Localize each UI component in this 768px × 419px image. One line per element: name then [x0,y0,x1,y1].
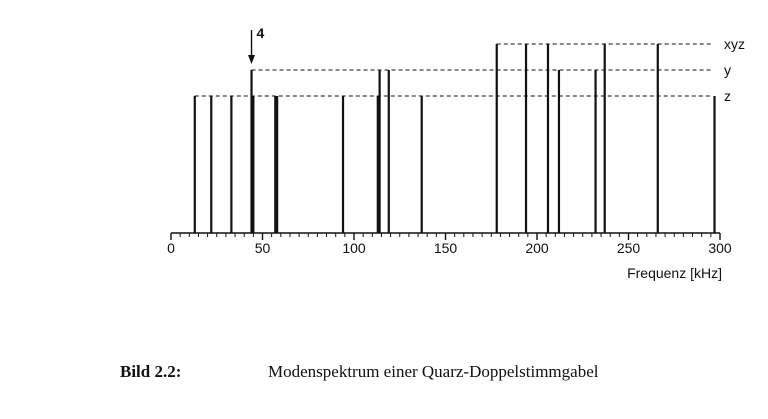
level-label-z: z [724,88,731,104]
spectrum-lines [193,44,716,233]
caption-text: Modenspektrum einer Quarz-Doppelstimmgab… [268,362,599,381]
caption-label: Bild 2.2: [120,362,182,381]
annotation-label: 4 [257,25,265,41]
x-axis [170,232,721,240]
level-label-y: y [724,62,731,78]
x-tick-label: 100 [342,240,366,256]
x-axis-label: Frequenz [kHz] [627,265,722,281]
x-tick-label: 300 [708,240,732,256]
x-tick-label: 0 [167,240,175,256]
figure-caption: Bild 2.2: Modenspektrum einer Quarz-Doppe… [120,362,598,382]
x-tick-label: 150 [434,240,458,256]
x-tick-labels: 0 50 100 150 200 250 300 [167,240,732,256]
level-label-xyz: xyz [724,36,745,52]
annotation-arrow-head [248,55,256,64]
x-tick-label: 250 [617,240,641,256]
reference-lines: zy xyz [194,36,745,104]
x-tick-label: 50 [255,240,271,256]
x-tick-label: 200 [525,240,549,256]
annotation-arrow: 4 [248,25,265,64]
